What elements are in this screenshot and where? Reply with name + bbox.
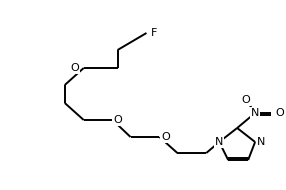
Text: O: O <box>113 115 122 125</box>
Text: F: F <box>150 28 157 38</box>
Text: O: O <box>161 132 170 142</box>
Text: O: O <box>70 63 79 73</box>
Text: O: O <box>275 108 284 118</box>
Text: N: N <box>215 137 223 147</box>
Text: N: N <box>257 137 265 147</box>
Text: O: O <box>242 95 251 105</box>
Text: N: N <box>251 108 259 118</box>
